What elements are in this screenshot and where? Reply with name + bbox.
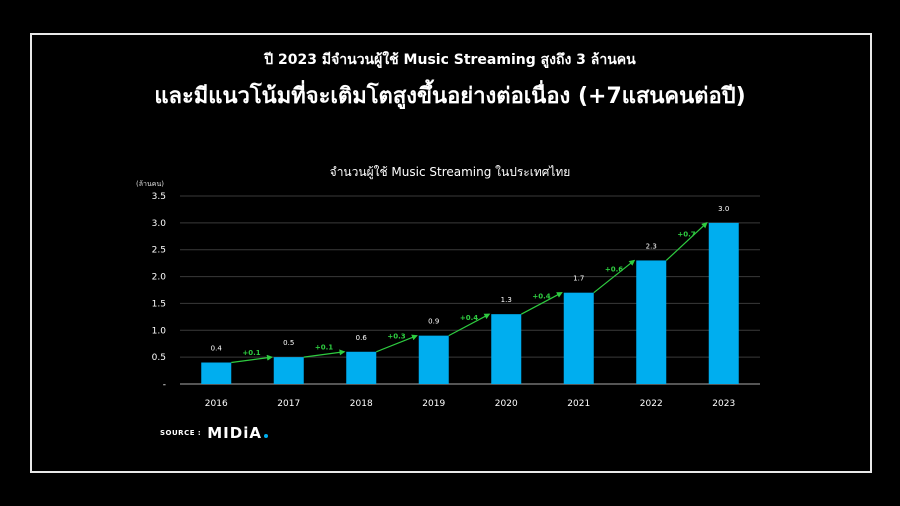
headline-line1: ปี 2023 มีจำนวนผู้ใช้ Music Streaming สู… xyxy=(264,52,636,68)
x-tick-label: 2021 xyxy=(567,399,590,409)
source-label: SOURCE : xyxy=(160,429,202,437)
y-tick-label: 2.5 xyxy=(152,246,166,256)
growth-label: +0.1 xyxy=(315,343,333,351)
y-tick-label: 3.0 xyxy=(152,219,167,229)
x-tick-label: 2022 xyxy=(640,399,663,409)
bar-2021 xyxy=(563,292,594,384)
growth-arrow xyxy=(303,349,346,358)
growth-arrow xyxy=(665,222,708,261)
x-tick-label: 2023 xyxy=(712,399,735,409)
bar-2018 xyxy=(346,351,377,384)
growth-arrow xyxy=(593,259,636,294)
growth-label: +0.4 xyxy=(532,292,550,300)
growth-label: +0.1 xyxy=(242,349,260,357)
x-tick-label: 2019 xyxy=(422,399,445,409)
bar-value-label: 2.3 xyxy=(646,242,657,250)
y-axis-unit-label: (ล้านคน) xyxy=(136,180,164,188)
midia-logo-text: MIDiA xyxy=(207,424,262,442)
y-tick-label: 3.5 xyxy=(152,192,166,202)
bar-value-label: 0.5 xyxy=(283,339,294,347)
bar-2023 xyxy=(708,222,739,384)
bar-2017 xyxy=(273,357,304,384)
bar-2019 xyxy=(418,335,449,384)
growth-label: +0.7 xyxy=(677,231,695,239)
chart-title: จำนวนผู้ใช้ Music Streaming ในประเทศไทย xyxy=(330,165,571,180)
growth-label: +0.4 xyxy=(460,314,478,322)
x-tick-label: 2018 xyxy=(350,399,373,409)
slide-frame xyxy=(30,33,872,473)
x-tick-label: 2016 xyxy=(205,399,228,409)
growth-arrow xyxy=(520,292,563,315)
growth-arrow xyxy=(448,313,491,337)
x-tick-label: 2020 xyxy=(495,399,518,409)
y-tick-label: 0.5 xyxy=(152,353,166,363)
y-tick-label: 1.5 xyxy=(152,299,166,309)
bar-value-label: 1.7 xyxy=(573,275,584,283)
source-credit: SOURCE : MIDiA xyxy=(160,424,268,442)
midia-logo: MIDiA xyxy=(207,424,268,442)
bar-2020 xyxy=(491,314,522,384)
growth-label: +0.3 xyxy=(387,333,405,341)
bar-value-label: 3.0 xyxy=(718,205,729,213)
x-tick-label: 2017 xyxy=(277,399,300,409)
y-tick-label: 2.0 xyxy=(152,273,167,283)
growth-arrow xyxy=(231,354,273,364)
growth-arrow xyxy=(376,334,418,353)
bar-value-label: 1.3 xyxy=(501,296,512,304)
growth-label: +0.6 xyxy=(605,266,623,274)
bar-value-label: 0.9 xyxy=(428,318,439,326)
bar-value-label: 0.4 xyxy=(211,345,223,353)
bar-2022 xyxy=(636,260,667,384)
y-tick-label: 1.0 xyxy=(152,326,167,336)
bar-2016 xyxy=(201,362,232,384)
logo-dot-icon xyxy=(263,434,268,438)
headline-line2: และมีแนวโน้มที่จะเติมโตสูงขึ้นอย่างต่อเน… xyxy=(154,84,746,109)
bar-value-label: 0.6 xyxy=(356,334,368,342)
y-tick-label: - xyxy=(163,380,166,390)
